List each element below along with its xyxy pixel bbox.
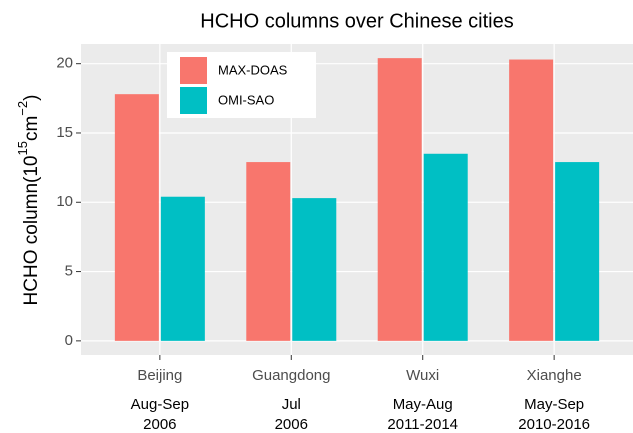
y-tick-label: 15 <box>56 124 73 141</box>
x-sublabel: 2006 <box>143 416 176 433</box>
bar <box>377 58 422 341</box>
y-label-part: 15 <box>15 141 30 155</box>
y-axis-label: HCHO column(1015cm−2) <box>15 95 42 306</box>
x-sublabel: 2011-2014 <box>387 416 458 433</box>
y-label-part: −2 <box>15 101 30 116</box>
x-sublabel: May-Aug <box>393 396 453 413</box>
x-sublabel: 2006 <box>275 416 308 433</box>
x-sublabel: Jul <box>282 396 301 413</box>
x-sublabel: May-Sep <box>524 396 584 413</box>
chart-title: HCHO columns over Chinese cities <box>200 10 513 32</box>
bar <box>555 162 600 341</box>
y-tick-label: 5 <box>65 263 73 280</box>
x-tick-label: Wuxi <box>406 367 439 384</box>
legend-label: OMI-SAO <box>218 92 274 107</box>
x-sublabel: 2010-2016 <box>518 416 590 433</box>
x-tick-label: Beijing <box>137 367 182 384</box>
y-label-part: HCHO column(10 <box>21 156 42 306</box>
y-label-part: cm <box>21 116 42 141</box>
bar <box>292 198 337 341</box>
legend-key <box>180 87 207 114</box>
x-tick-label: Guangdong <box>252 367 330 384</box>
bar <box>423 153 468 341</box>
y-label-part: ) <box>21 95 42 101</box>
x-sublabel: Aug-Sep <box>131 396 189 413</box>
x-tick-label: Xianghe <box>527 367 582 384</box>
bar <box>160 196 205 341</box>
legend-key <box>180 57 207 84</box>
y-tick-label: 10 <box>56 193 73 210</box>
bar <box>114 94 159 341</box>
y-tick-label: 20 <box>56 55 73 72</box>
bar <box>509 59 554 341</box>
legend-label: MAX-DOAS <box>218 62 288 77</box>
bar <box>246 162 291 341</box>
y-tick-label: 0 <box>65 332 73 349</box>
